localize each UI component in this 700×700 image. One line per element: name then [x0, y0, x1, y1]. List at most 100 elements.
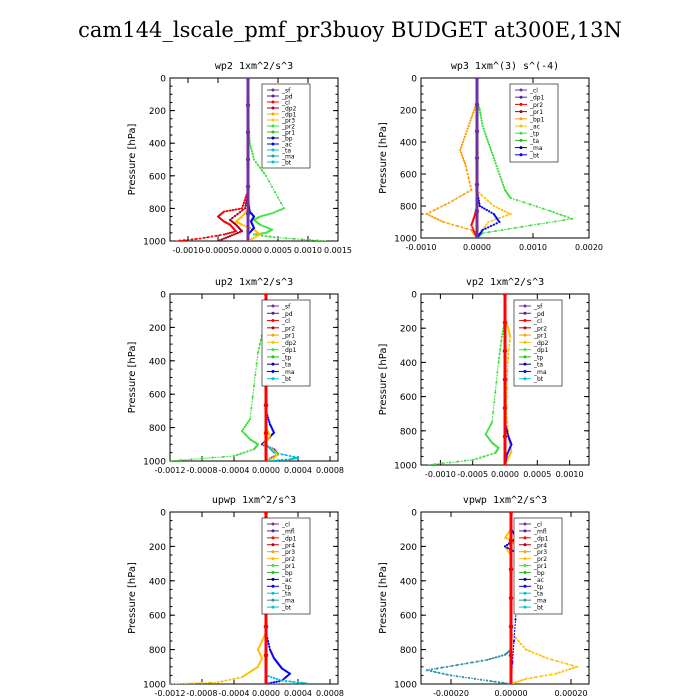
series-marker	[567, 216, 570, 219]
series-marker	[190, 458, 193, 461]
x-tick-label: 0.0008	[316, 689, 344, 698]
series-marker	[245, 211, 251, 217]
legend-label: _dp1	[533, 347, 549, 354]
legend-marker	[523, 362, 527, 366]
series-marker	[559, 213, 563, 216]
series-marker	[433, 670, 437, 674]
series-marker	[487, 220, 490, 224]
series-marker	[278, 682, 281, 684]
series-marker	[519, 642, 523, 645]
x-tick-label: 0.0004	[284, 466, 312, 475]
legend-marker	[519, 102, 523, 106]
series-marker	[466, 172, 469, 176]
legend-label: _bt	[281, 605, 292, 612]
legend-marker	[523, 522, 527, 526]
series-marker	[475, 660, 479, 663]
series-marker	[190, 238, 194, 241]
series-marker	[473, 677, 477, 680]
y-tick-label: 1000	[394, 462, 417, 472]
legend-marker	[271, 112, 275, 116]
series-marker	[232, 677, 236, 680]
series-line-dp1	[175, 78, 249, 241]
series-marker	[502, 294, 508, 297]
series-marker	[488, 657, 492, 661]
series-marker	[514, 618, 517, 621]
series-marker	[474, 78, 480, 81]
legend-marker	[523, 340, 527, 344]
series-marker	[571, 217, 574, 220]
series-marker	[242, 431, 245, 434]
series-marker	[470, 116, 473, 120]
series-marker	[179, 459, 182, 461]
series-marker	[467, 124, 470, 128]
series-marker	[284, 682, 288, 684]
legend-marker	[271, 319, 275, 323]
y-tick-label: 200	[149, 543, 166, 553]
legend-label: _ac	[533, 577, 544, 584]
series-marker	[208, 681, 212, 684]
legend-label: _pr1	[281, 563, 295, 570]
series-marker	[492, 156, 495, 160]
series-marker	[284, 679, 288, 683]
series-marker	[471, 114, 474, 117]
legend-label: _ma	[281, 369, 295, 376]
series-marker	[300, 681, 304, 684]
legend-label: _pr2	[281, 124, 295, 131]
legend-label: _ta	[529, 138, 539, 145]
series-marker	[489, 423, 493, 426]
series-marker	[263, 512, 269, 515]
series-marker	[228, 209, 232, 212]
legend-marker	[519, 124, 523, 128]
series-marker	[501, 681, 505, 684]
legend-marker	[271, 100, 275, 104]
x-tick-label: 0.0000	[463, 243, 491, 252]
legend-marker	[271, 577, 275, 581]
series-marker	[482, 455, 486, 458]
series-marker	[182, 239, 186, 241]
series-marker	[466, 191, 469, 194]
series-marker	[510, 443, 513, 446]
series-marker	[474, 129, 480, 134]
series-marker	[472, 111, 475, 114]
legend-label: _ma	[529, 145, 543, 152]
series-marker	[556, 212, 559, 215]
series-marker	[545, 221, 549, 224]
series-marker	[218, 239, 222, 241]
series-marker	[280, 208, 284, 211]
legend-marker	[519, 110, 523, 114]
series-marker	[234, 208, 238, 211]
series-marker	[519, 679, 523, 682]
series-marker	[224, 236, 228, 239]
x-tick-label: -0.0012	[155, 466, 186, 475]
series-marker	[522, 645, 525, 648]
series-marker	[484, 132, 487, 136]
series-marker	[263, 294, 269, 297]
series-marker	[267, 418, 270, 421]
legend: _sf_pd_cl_pr2_pr1_dp2_dp1_tp_ta_ma_bt	[261, 299, 311, 387]
series-marker	[489, 202, 492, 205]
series-marker	[508, 344, 511, 347]
series-marker	[480, 659, 484, 662]
series-marker	[276, 236, 280, 239]
y-tick-label: 200	[149, 107, 166, 117]
y-axis-label: Pressure [hPa]	[127, 562, 138, 634]
legend-marker	[523, 570, 527, 574]
x-tick-label: 0.0020	[575, 243, 603, 252]
legend-label: _pr2	[533, 556, 547, 563]
series-marker	[270, 185, 274, 188]
series-marker	[200, 681, 204, 684]
series-marker	[298, 682, 301, 684]
legend-marker	[271, 124, 275, 128]
y-tick-label: 0	[160, 291, 166, 301]
series-marker	[220, 680, 224, 683]
series-marker	[497, 655, 501, 658]
series-marker	[264, 174, 268, 177]
series-marker	[245, 157, 251, 162]
series-marker	[461, 140, 465, 144]
series-marker	[505, 537, 509, 540]
series-marker	[220, 238, 224, 241]
series-marker	[501, 228, 504, 232]
series-marker	[563, 215, 566, 218]
legend-marker	[523, 557, 527, 561]
series-marker	[522, 201, 525, 204]
